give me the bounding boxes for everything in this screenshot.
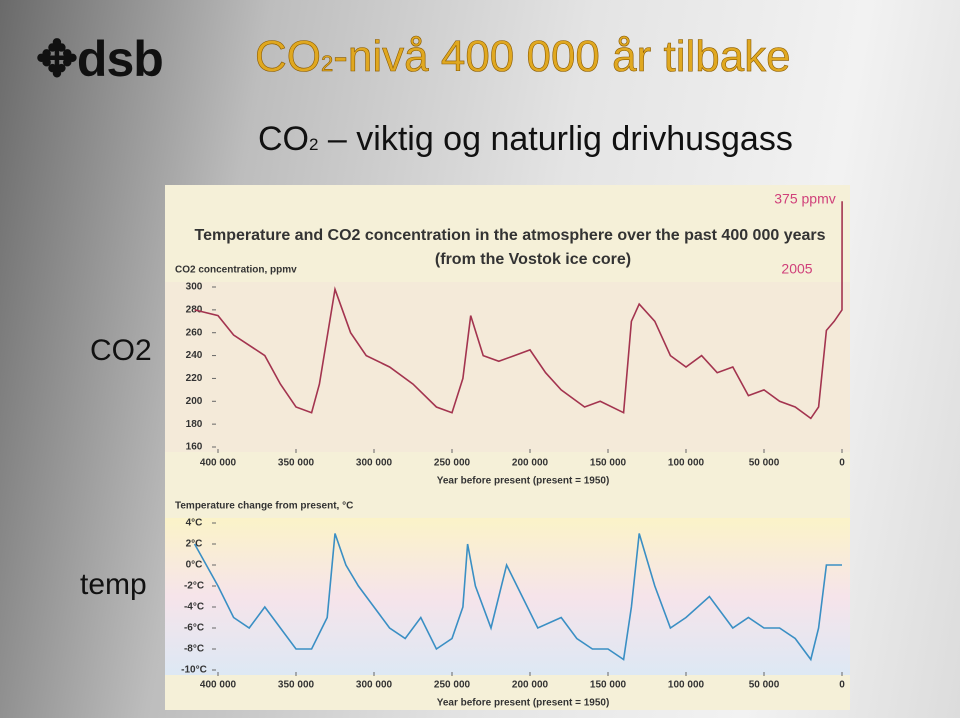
x-tick-label: 100 000 — [668, 680, 705, 691]
x-tick-label: 300 000 — [356, 458, 393, 469]
logo-text: dsb — [76, 31, 164, 87]
data-line — [193, 533, 842, 662]
x-tick-label: 200 000 — [512, 680, 549, 691]
side-label: temp — [80, 568, 147, 601]
co2-band — [165, 282, 850, 452]
y-tick-label: 220 — [186, 373, 203, 384]
y-tick-label: -6°C — [184, 623, 204, 634]
x-tick-label: 150 000 — [590, 458, 627, 469]
y-tick-label: -4°C — [184, 602, 204, 613]
x-tick-label: 400 000 — [200, 680, 237, 691]
y-tick-label: 2°C — [186, 539, 203, 550]
x-axis-label: Year before present (present = 1950) — [437, 698, 610, 709]
slide-subtitle: CO2 – viktig og naturlig drivhusgass — [258, 120, 793, 159]
y-axis-label: CO2 concentration, ppmv — [175, 265, 297, 276]
title-part: CO — [255, 32, 322, 82]
logo: ✥dsb — [36, 31, 164, 87]
side-label: CO2 — [90, 334, 152, 367]
temp-band — [165, 518, 850, 675]
y-tick-label: -2°C — [184, 581, 204, 592]
x-tick-label: 250 000 — [434, 680, 471, 691]
y-tick-label: 260 — [186, 327, 203, 338]
x-tick-label: 350 000 — [278, 458, 315, 469]
y-tick-label: 160 — [186, 442, 203, 453]
slide-title: CO2-nivå 400 000 år tilbake — [255, 32, 791, 82]
x-tick-label: 250 000 — [434, 458, 471, 469]
x-tick-label: 0 — [839, 680, 845, 691]
y-tick-label: -10°C — [181, 665, 207, 676]
chart-subtitle: (from the Vostok ice core) — [435, 251, 631, 268]
y-axis-label: Temperature change from present, °C — [175, 501, 353, 512]
x-tick-label: 200 000 — [512, 458, 549, 469]
y-tick-label: 280 — [186, 304, 203, 315]
subtitle-part: CO — [258, 120, 309, 158]
y-tick-label: 240 — [186, 350, 203, 361]
x-tick-label: 350 000 — [278, 680, 315, 691]
y-tick-label: 200 — [186, 396, 203, 407]
y-tick-label: 0°C — [186, 560, 203, 571]
y-tick-label: 300 — [186, 282, 203, 293]
x-axis-label: Year before present (present = 1950) — [437, 476, 610, 487]
x-tick-label: 0 — [839, 458, 845, 469]
data-line — [194, 201, 843, 420]
x-tick-label: 50 000 — [749, 458, 780, 469]
y-tick-label: 4°C — [186, 518, 203, 529]
title-sub: 2 — [321, 51, 334, 77]
x-tick-label: 100 000 — [668, 458, 705, 469]
subtitle-part: – viktig og naturlig drivhusgass — [318, 120, 793, 158]
x-tick-label: 300 000 — [356, 680, 393, 691]
y-tick-label: -8°C — [184, 644, 204, 655]
title-part: -nivå 400 000 år tilbake — [333, 32, 791, 82]
x-tick-label: 150 000 — [590, 680, 627, 691]
x-tick-label: 400 000 — [200, 458, 237, 469]
annotation: 375 ppmv — [774, 191, 835, 207]
chart-title: Temperature and CO2 concentration in the… — [194, 227, 825, 244]
annotation: 2005 — [781, 261, 812, 277]
y-tick-label: 180 — [186, 419, 203, 430]
x-tick-label: 50 000 — [749, 680, 780, 691]
subtitle-sub: 2 — [309, 135, 319, 154]
